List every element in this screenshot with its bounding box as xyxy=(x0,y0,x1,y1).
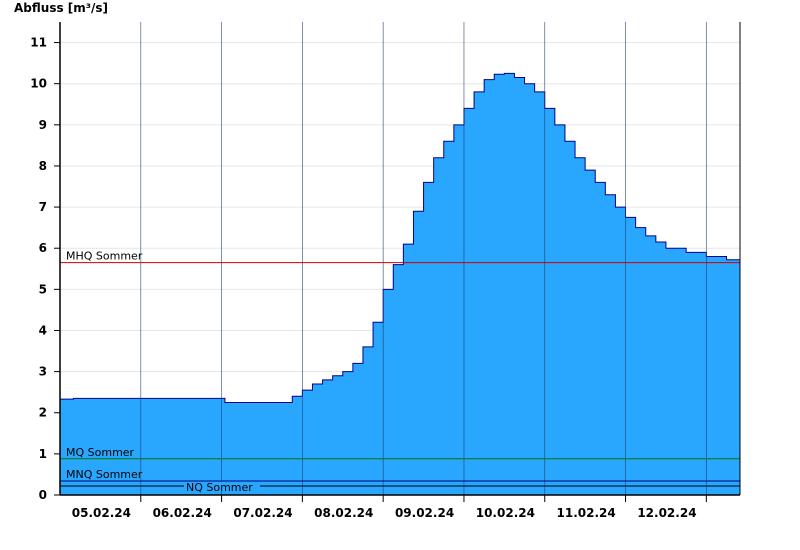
reference-label: MQ Sommer xyxy=(66,446,135,459)
reference-label-bg xyxy=(184,481,260,491)
x-tick-label: 08.02.24 xyxy=(314,506,373,520)
x-tick-label: 07.02.24 xyxy=(233,506,292,520)
reference-label: NQ Sommer xyxy=(186,481,253,494)
discharge-fill xyxy=(60,73,740,496)
x-tick-label: 12.02.24 xyxy=(637,506,696,520)
y-tick-label: 7 xyxy=(39,200,47,214)
y-axis-ticks: 0 1 2 3 4 5 6 7 8 9 10 11 xyxy=(30,36,60,502)
y-axis-label: Abfluss [m³/s] xyxy=(14,1,109,15)
discharge-area xyxy=(60,72,741,496)
y-tick-label: 5 xyxy=(39,282,47,296)
y-tick-label: 10 xyxy=(30,77,47,91)
y-tick-label: 2 xyxy=(39,406,47,420)
y-tick-label: 4 xyxy=(39,323,47,337)
x-tick-label: 09.02.24 xyxy=(395,506,454,520)
axes xyxy=(59,22,741,496)
y-tick-label: 9 xyxy=(39,118,47,132)
x-axis-ticks: 05.02.24 06.02.24 07.02.24 08.02.24 09.02.24… xyxy=(72,495,707,520)
discharge-line xyxy=(60,72,741,403)
x-tick-label: 05.02.24 xyxy=(72,506,131,520)
day-boundary-lines xyxy=(140,22,707,495)
reference-label: MHQ Sommer xyxy=(66,250,143,263)
reference-label: MNQ Sommer xyxy=(66,468,143,481)
y-tick-label: 11 xyxy=(30,36,47,50)
x-tick-label: 10.02.24 xyxy=(476,506,535,520)
x-tick-label: 06.02.24 xyxy=(153,506,212,520)
reference-lines: MHQ Sommer MQ Sommer MNQ Sommer NQ Sommer xyxy=(60,250,740,494)
y-tick-label: 6 xyxy=(39,241,47,255)
y-tick-label: 8 xyxy=(39,159,47,173)
y-tick-label: 0 xyxy=(39,488,47,502)
x-tick-label: 11.02.24 xyxy=(557,506,616,520)
y-tick-label: 3 xyxy=(39,365,47,379)
y-tick-label: 1 xyxy=(39,447,47,461)
